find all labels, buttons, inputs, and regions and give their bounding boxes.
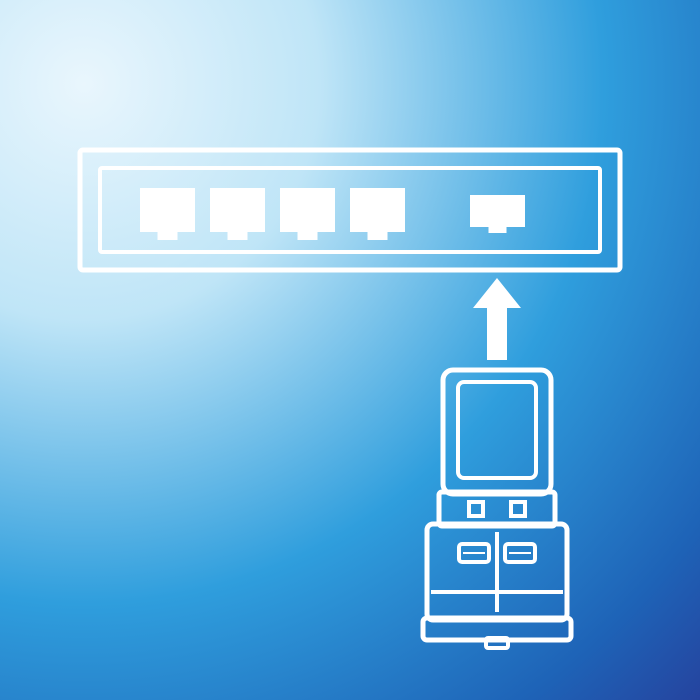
diagram-canvas (0, 0, 700, 700)
network-sfp-diagram (0, 0, 700, 700)
background-gradient (0, 0, 700, 700)
